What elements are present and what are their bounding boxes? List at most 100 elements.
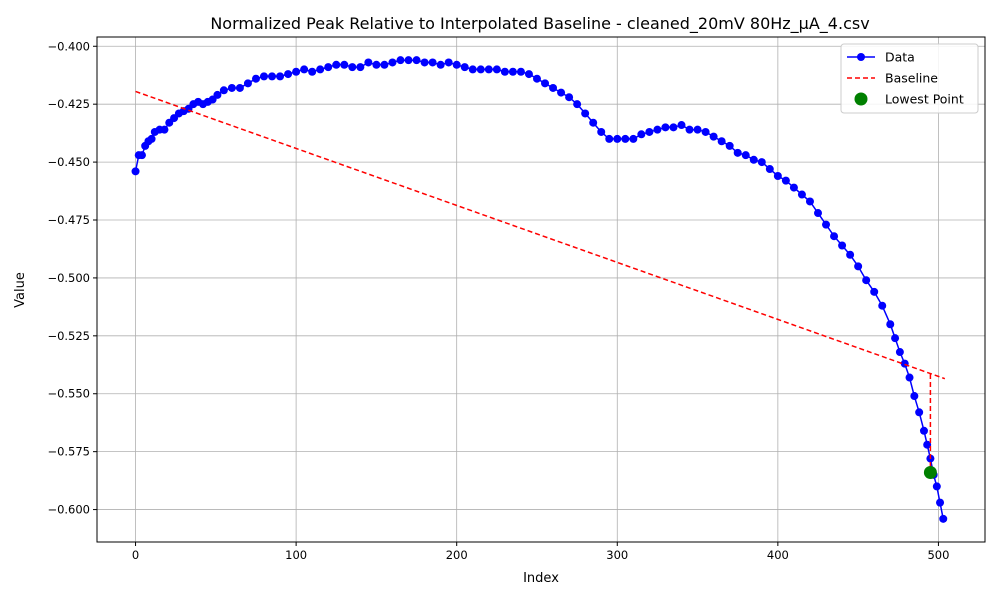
data-point [213, 90, 222, 99]
data-point [822, 220, 831, 229]
data-point [420, 58, 429, 67]
data-point [932, 482, 941, 491]
data-point [870, 287, 879, 296]
data-point [886, 320, 895, 329]
data-point [645, 127, 654, 136]
data-point [838, 241, 847, 250]
y-tick-label: −0.450 [47, 155, 90, 169]
x-tick-label: 0 [132, 548, 139, 562]
data-point [137, 151, 146, 160]
y-tick-label: −0.425 [47, 97, 90, 111]
data-point [573, 100, 582, 109]
data-point [621, 134, 630, 143]
data-point [653, 125, 662, 134]
data-point [629, 134, 638, 143]
y-tick-label: −0.400 [47, 39, 90, 53]
legend: Data Baseline Lowest Point [840, 43, 979, 114]
data-point [661, 123, 670, 132]
data-point [862, 276, 871, 285]
data-point [300, 65, 309, 74]
data-point [936, 498, 945, 507]
data-point [805, 197, 814, 206]
lowest-point-marker [923, 466, 937, 480]
data-point [565, 93, 574, 102]
data-point [340, 60, 349, 69]
data-point [227, 83, 236, 92]
data-point [878, 301, 887, 310]
data-point [765, 165, 774, 174]
data-point [701, 127, 710, 136]
data-point [605, 134, 614, 143]
y-tick-label: −0.500 [47, 271, 90, 285]
data-point [452, 60, 461, 69]
data-point [581, 109, 590, 118]
x-tick-label: 100 [285, 548, 307, 562]
data-point [549, 83, 558, 92]
legend-entry-data: Data [847, 50, 915, 65]
data-point [813, 209, 822, 218]
data-point [476, 65, 485, 74]
data-point [773, 171, 782, 180]
data-point [219, 86, 228, 95]
data-point [364, 58, 373, 67]
y-tick-label: −0.600 [47, 503, 90, 517]
data-point [797, 190, 806, 199]
data-point [332, 60, 341, 69]
data-point [356, 63, 365, 72]
data-point [436, 60, 445, 69]
x-tick-label: 300 [606, 548, 628, 562]
data-point [532, 74, 541, 83]
x-tick-label: 400 [767, 548, 789, 562]
data-point [613, 134, 622, 143]
data-point [500, 67, 509, 76]
data-point [396, 56, 405, 65]
data-point [854, 262, 863, 271]
data-point [781, 176, 790, 185]
data-point [524, 70, 533, 79]
data-point [749, 155, 758, 164]
data-point [693, 125, 702, 134]
data-point [292, 67, 301, 76]
data-point [905, 373, 914, 382]
plot-area: 0 100 200 300 400 500 −0.600 −0.575 −0.550 −0.52… [47, 36, 986, 562]
data-point [923, 440, 932, 449]
data-point [260, 72, 269, 81]
data-point [910, 392, 919, 401]
y-tick-label: −0.550 [47, 387, 90, 401]
legend-entry-baseline: Baseline [847, 71, 938, 86]
data-point [508, 67, 517, 76]
data-point [846, 250, 855, 259]
data-point [685, 125, 694, 134]
data-point [516, 67, 525, 76]
legend-label: Baseline [885, 71, 938, 86]
y-tick-label: −0.575 [47, 445, 90, 459]
data-point [348, 63, 357, 72]
data-point [895, 348, 904, 357]
data-point [428, 58, 437, 67]
grid [97, 37, 985, 542]
data-point [789, 183, 798, 192]
x-axis-label: Index [523, 571, 559, 586]
data-point [637, 130, 646, 139]
data-point [589, 118, 598, 127]
y-axis: −0.600 −0.575 −0.550 −0.525 −0.500 −0.475 −0.4… [47, 39, 97, 517]
chart-title: Normalized Peak Relative to Interpolated… [210, 14, 869, 34]
data-point [939, 514, 948, 523]
x-tick-label: 500 [927, 548, 949, 562]
data-point [243, 79, 252, 88]
data-point [597, 127, 606, 136]
y-tick-label: −0.525 [47, 329, 90, 343]
data-point [444, 58, 453, 67]
data-point [404, 56, 413, 65]
data-point [412, 56, 421, 65]
legend-label: Lowest Point [885, 92, 964, 107]
data-point [284, 70, 293, 79]
data-point [316, 65, 325, 74]
x-tick-label: 200 [446, 548, 468, 562]
data-point [460, 63, 469, 72]
data-point [915, 408, 924, 417]
data-point [251, 74, 260, 83]
data-point [709, 132, 718, 141]
